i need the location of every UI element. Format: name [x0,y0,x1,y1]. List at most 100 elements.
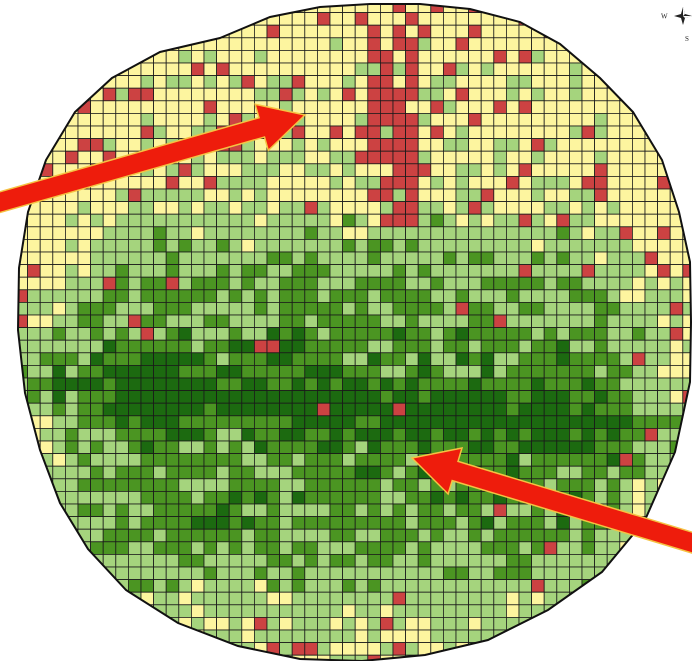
grid-cell [178,314,192,329]
grid-cell [379,503,394,518]
grid-cell [52,390,66,404]
grid-cell [316,402,331,417]
compass-west-label: W [661,13,668,21]
grid-cell [203,251,218,266]
grid-cell [392,327,407,341]
grid-cell [405,465,419,480]
grid-cell [354,453,369,467]
grid-cell [279,264,293,278]
grid-cell [18,327,29,341]
grid-cell [27,226,41,240]
grid-cell [430,301,444,316]
grid-cell [442,100,457,114]
grid-cell [329,554,344,568]
grid-cell [669,226,684,240]
grid-cell [531,402,545,417]
grid-cell [241,617,255,631]
grid-cell [77,188,92,203]
grid-cell [90,37,104,51]
grid-cell [216,163,230,177]
grid-cell [468,175,482,190]
grid-cell [379,251,394,266]
grid-cell [127,617,142,631]
grid-cell [65,75,79,89]
grid-cell [228,100,243,114]
grid-cell [455,75,470,89]
grid-cell [316,554,331,568]
grid-cell [140,579,155,593]
grid-cell [153,188,167,203]
grid-cell [619,566,633,581]
grid-cell [354,50,369,64]
grid-cell [632,364,646,379]
grid-cell [115,276,129,291]
grid-cell [291,75,306,89]
grid-cell [90,629,104,644]
grid-cell [304,339,318,354]
grid-cell [127,453,142,467]
grid-cell [569,276,583,291]
grid-cell [531,213,545,228]
grid-cell [518,654,533,661]
grid-cell [279,251,293,266]
grid-cell [543,465,558,480]
grid-cell [266,62,281,77]
grid-cell [505,87,520,102]
grid-cell [127,188,142,203]
grid-cell [178,440,192,455]
grid-cell [354,87,369,102]
grid-cell [140,516,155,530]
grid-cell [190,465,205,480]
grid-cell [39,364,54,379]
grid-cell [304,226,318,240]
grid-cell [493,289,507,303]
grid-cell [430,150,444,165]
grid-cell [304,617,318,631]
grid-cell [480,201,495,215]
grid-cell [291,453,306,467]
grid-cell [190,453,205,467]
grid-cell [594,100,608,114]
grid-cell [228,478,243,492]
grid-cell [279,138,293,152]
grid-cell [594,528,608,543]
grid-cell [480,150,495,165]
grid-cell [127,24,142,39]
grid-cell [140,453,155,467]
grid-cell [417,175,432,190]
grid-cell [644,566,659,581]
grid-cell [379,516,394,530]
grid-cell [153,402,167,417]
grid-cell [594,113,608,127]
grid-cell [127,276,142,291]
grid-cell [682,490,691,505]
grid-cell [632,150,646,165]
grid-cell [165,566,180,581]
grid-cell [316,37,331,51]
grid-cell [455,314,470,329]
grid-cell [65,226,79,240]
grid-cell [316,50,331,64]
grid-cell [632,541,646,555]
grid-cell [316,541,331,555]
grid-cell [682,453,691,467]
grid-cell [140,12,155,26]
grid-cell [405,62,419,77]
grid-cell [442,377,457,392]
grid-cell [329,226,344,240]
grid-cell [455,364,470,379]
grid-cell [304,440,318,455]
grid-cell [644,4,659,14]
grid-cell [190,251,205,266]
grid-cell [241,175,255,190]
grid-cell [18,113,29,127]
grid-cell [153,490,167,505]
grid-cell [392,453,407,467]
grid-cell [606,201,621,215]
grid-cell [342,490,356,505]
grid-cell [27,642,41,656]
grid-cell [304,75,318,89]
grid-cell [304,453,318,467]
grid-cell [569,478,583,492]
grid-cell [379,175,394,190]
